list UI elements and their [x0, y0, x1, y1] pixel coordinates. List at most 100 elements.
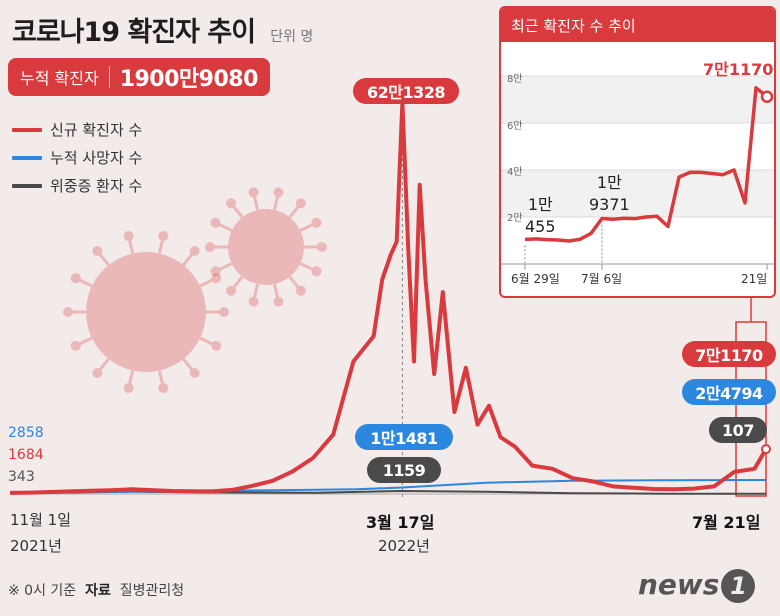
virus-spike-tip	[211, 340, 222, 351]
inset-latest-point	[760, 90, 774, 104]
footer-note: ※ 0시 기준 자료 질병관리청	[8, 580, 184, 600]
inset-annotation-line: 1만	[596, 173, 622, 192]
virus-spike	[76, 336, 93, 347]
virus-spike-tip	[295, 198, 306, 209]
inset-x-tick: 7월 6일	[581, 272, 623, 286]
inset-annotation-line: 9371	[589, 195, 630, 214]
inset-title: 최근 확진자 수 추이	[501, 8, 774, 42]
virus-spike-tip	[70, 340, 81, 351]
virus-spike	[288, 275, 301, 291]
footer-note-prefix: ※ 0시 기준	[8, 583, 77, 599]
start-value-new-cases: 1684	[8, 447, 44, 463]
start-value-severe: 343	[8, 469, 35, 485]
latest-deaths-pill: 2만4794	[682, 379, 776, 405]
legend-label: 위중증 환자 수	[50, 177, 143, 195]
source-label: 자료	[85, 583, 111, 599]
total-cases-badge: 누적 확진자 1900만9080	[8, 58, 270, 96]
virus-spike	[157, 370, 165, 387]
virus-spike	[252, 283, 260, 300]
legend-swatch-red	[12, 127, 42, 132]
x-axis-start-year: 2021년	[10, 537, 62, 555]
virus-spike	[288, 203, 301, 219]
x-axis-start-date: 11월 1일	[10, 511, 71, 529]
latest-severe-pill: 107	[709, 417, 767, 443]
virus-spike	[127, 370, 135, 387]
x-axis-mid-year: 2022년	[378, 537, 430, 555]
news1-logo: news 1	[638, 568, 756, 603]
inset-annotation-line: 1만	[527, 195, 553, 214]
latest-point-marker	[761, 444, 771, 455]
virus-spike	[97, 251, 110, 267]
virus-spike-tip	[210, 217, 221, 228]
peak-deaths-pill: 1만1481	[355, 424, 453, 450]
virus-spike-tip	[92, 246, 103, 257]
badge-divider	[108, 66, 110, 88]
virus-spike-tip	[205, 242, 215, 252]
inset-annotation-start: 1만 455	[525, 194, 556, 238]
virus-spike-tip	[273, 296, 284, 307]
latest-new-cases-pill: 7만1170	[682, 341, 776, 367]
start-value-deaths: 2858	[8, 425, 44, 441]
virus-spike-tip	[189, 246, 200, 257]
source-value: 질병관리청	[119, 583, 185, 599]
logo-mark: 1	[721, 569, 756, 603]
total-cases-value: 1900만9080	[119, 67, 259, 92]
virus-spike-tip	[189, 367, 200, 378]
inset-grid-band	[501, 170, 774, 217]
inset-x-tick: 21일	[741, 272, 768, 286]
legend-label: 신규 확진자 수	[50, 121, 143, 139]
virus-spike-tip	[123, 383, 134, 394]
virus-spike	[231, 275, 244, 291]
virus-body	[228, 209, 304, 285]
legend-swatch-dark	[12, 183, 42, 188]
virus-spike	[76, 277, 93, 288]
virus-spike-tip	[219, 307, 229, 317]
total-cases-label: 누적 확진자	[20, 69, 99, 88]
x-axis-mid-date: 3월 17일	[366, 513, 435, 532]
virus-spike-tip	[226, 285, 237, 296]
new-cases-series-line	[9, 100, 768, 495]
page-title: 코로나19 확진자 추이	[12, 17, 256, 48]
legend-item-deaths: 누적 사망자 수	[12, 147, 142, 168]
inset-grid-band	[501, 76, 774, 123]
virus-spike-tip	[210, 266, 221, 277]
virus-spike	[252, 194, 260, 211]
virus-spike	[299, 222, 316, 232]
peak-new-cases-pill: 62만1328	[353, 78, 459, 104]
virus-spike-tip	[248, 187, 259, 198]
inset-series-line	[524, 86, 769, 243]
virus-spike	[216, 222, 233, 232]
virus-spike-tip	[92, 367, 103, 378]
inset-y-tick: 2만	[507, 213, 523, 224]
legend-item-new-cases: 신규 확진자 수	[12, 119, 142, 140]
inset-y-tick: 6만	[507, 121, 523, 132]
inset-y-tick: 8만	[507, 74, 523, 85]
inset-annotation-end: 7만1170	[703, 60, 774, 79]
virus-spike-tip	[248, 296, 259, 307]
virus-spike-tip	[311, 217, 322, 228]
virus-spike	[272, 194, 280, 211]
inset-y-tick: 4만	[507, 167, 523, 178]
inset-chart	[501, 75, 774, 270]
virus-spike-tip	[70, 273, 81, 284]
legend-item-severe: 위중증 환자 수	[12, 175, 142, 196]
inset-annotation-line: 455	[525, 217, 556, 236]
x-axis-end-date: 7월 21일	[692, 513, 761, 532]
virus-spike-tip	[63, 307, 73, 317]
virus-spike-tip	[123, 230, 134, 241]
virus-spike-tip	[158, 383, 169, 394]
virus-spike	[299, 262, 316, 272]
virus-spike	[272, 283, 280, 300]
virus-spike	[216, 262, 233, 272]
virus-spike	[231, 203, 244, 219]
inset-chart-panel: 최근 확진자 수 추이 8만 6만 4만 2만 1만 455 1만 9371 7…	[499, 6, 776, 298]
virus-spike-tip	[311, 266, 322, 277]
virus-spike-tip	[226, 198, 237, 209]
virus-spike-tip	[273, 187, 284, 198]
inset-annotation-week: 1만 9371	[589, 172, 630, 216]
virus-spike	[182, 357, 195, 373]
virus-spike	[199, 336, 216, 347]
logo-text: news	[638, 568, 720, 601]
